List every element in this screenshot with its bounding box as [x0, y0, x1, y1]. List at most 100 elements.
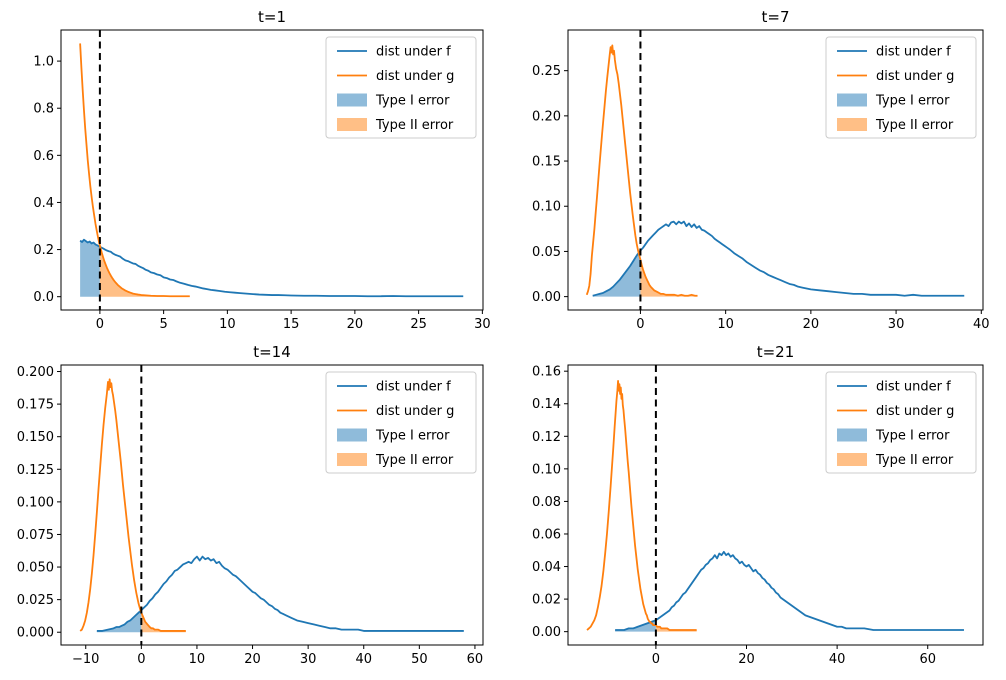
subplot-t1: 0 5 10 15 20 25 30 0.0 0.2 0.4 0.6 0.8 1.0 t=1 dist un… [0, 0, 503, 340]
x-axis: 0 20 40 60 [652, 645, 936, 667]
x-tick-label: 0 [652, 652, 660, 667]
type-i-error-fill [615, 620, 656, 632]
x-tick-label: 40 [355, 652, 372, 667]
y-tick-label: 0.25 [532, 64, 561, 79]
chart-t7-svg: 0 10 20 30 40 0.00 0.05 0.10 0.15 0.20 0.25 t=7 dist… [532, 8, 990, 332]
legend-box [325, 371, 477, 474]
legend-label: dist under f [876, 380, 951, 395]
x-tick-label: 20 [803, 317, 820, 332]
y-tick-label: 0.15 [532, 155, 561, 170]
legend-patch-sample [337, 428, 367, 442]
x-tick-label: 50 [411, 652, 428, 667]
legend-patch-sample [837, 118, 867, 131]
legend-patch-sample [337, 453, 367, 466]
x-tick-label: 20 [244, 652, 261, 667]
y-tick-label: 0.0 [33, 290, 54, 305]
x-tick-label: 40 [973, 317, 990, 332]
plot-area [586, 365, 964, 645]
legend-label: Type II error [375, 118, 454, 133]
x-tick-label: 0 [96, 317, 104, 332]
legend-box [825, 371, 977, 474]
dist-under-g-line [586, 380, 697, 631]
y-tick-label: 0.12 [532, 430, 561, 445]
legend-label: dist under g [376, 404, 454, 419]
dist-under-f-line [79, 238, 464, 298]
axes-spines [60, 364, 484, 646]
legend-patch-sample [337, 118, 367, 131]
legend-patch-sample [837, 428, 867, 442]
x-tick-label: 5 [159, 317, 167, 332]
legend-label: dist under f [376, 380, 451, 395]
type-ii-error-fill [640, 259, 698, 297]
y-tick-label: 0.10 [532, 462, 561, 477]
x-axis: 0 5 10 15 20 25 30 [96, 310, 491, 332]
y-tick-label: 0.025 [17, 593, 54, 608]
subplot-t14: −10 0 10 20 30 40 50 60 0.000 0.025 0.050 0.075 0.10… [0, 340, 503, 680]
x-tick-label: 15 [283, 317, 300, 332]
y-axis: 0.000 0.025 0.050 0.075 0.100 0.125 0.150 0.175… [17, 365, 61, 641]
legend-box [325, 36, 477, 139]
y-tick-label: 0.050 [17, 561, 54, 576]
legend-patch-sample [837, 93, 867, 107]
legend-label: Type I error [375, 94, 450, 109]
plot-area [79, 365, 464, 645]
x-tick-label: 10 [717, 317, 734, 332]
legend-label: Type I error [875, 94, 950, 109]
subplot-title: t=1 [258, 8, 286, 26]
x-tick-label: 30 [474, 317, 491, 332]
legend: dist under f dist under g Type I error Type… [825, 371, 977, 474]
x-tick-label: 30 [888, 317, 905, 332]
x-tick-label: 0 [636, 317, 644, 332]
legend-label: Type II error [375, 453, 454, 468]
axes-spines [567, 29, 984, 311]
legend-label: Type I error [375, 429, 450, 444]
subplot-t21: 0 20 40 60 0.00 0.02 0.04 0.06 0.08 0.10 0.12 0.14 0… [503, 340, 1006, 680]
x-tick-label: 30 [300, 652, 317, 667]
legend-patch-sample [337, 93, 367, 107]
y-tick-label: 1.0 [33, 55, 54, 70]
legend-box [825, 36, 977, 139]
type-ii-error-fill [655, 625, 697, 632]
legend: dist under f dist under g Type I error Type… [325, 371, 477, 474]
x-tick-label: 60 [919, 652, 936, 667]
y-tick-label: 0.06 [532, 527, 561, 542]
legend: dist under f dist under g Type I error Type… [325, 36, 477, 139]
legend-label: Type II error [875, 453, 954, 468]
y-tick-label: 0.125 [17, 463, 54, 478]
dist-under-g-line [79, 43, 190, 298]
y-tick-label: 0.175 [17, 398, 54, 413]
x-tick-label: 60 [467, 652, 484, 667]
legend-label: Type II error [875, 118, 954, 133]
type-i-error-fill [80, 239, 100, 297]
dist-under-f-line [615, 550, 964, 631]
plot-area [585, 30, 965, 310]
y-tick-label: 0.16 [532, 365, 561, 380]
y-tick-label: 0.10 [532, 200, 561, 215]
y-tick-label: 0.2 [33, 243, 54, 258]
x-tick-label: 25 [410, 317, 427, 332]
x-tick-label: 40 [829, 652, 846, 667]
y-tick-label: 0.04 [532, 560, 561, 575]
dist-under-f-line [96, 555, 464, 632]
legend-label: Type I error [875, 429, 950, 444]
type-i-error-fill [96, 610, 142, 633]
type-ii-error-fill [141, 612, 186, 633]
chart-t1-svg: 0 5 10 15 20 25 30 0.0 0.2 0.4 0.6 0.8 1.0 t=1 dist un… [33, 8, 491, 332]
dist-under-g-line [79, 378, 186, 632]
y-tick-label: 0.8 [33, 102, 54, 117]
y-tick-label: 0.02 [532, 593, 561, 608]
y-axis: 0.00 0.02 0.04 0.06 0.08 0.10 0.12 0.14 0.16 [532, 365, 568, 640]
subplot-title: t=21 [757, 343, 795, 361]
y-tick-label: 0.05 [532, 245, 561, 260]
legend-label: dist under g [876, 404, 954, 419]
subplot-title: t=14 [253, 343, 291, 361]
y-tick-label: 0.075 [17, 528, 54, 543]
y-tick-label: 0.150 [17, 430, 54, 445]
x-tick-label: −10 [72, 652, 99, 667]
type-i-error-fill [592, 250, 641, 297]
dist-under-g-line [585, 44, 698, 297]
legend-label: dist under f [376, 45, 451, 60]
legend-label: dist under f [876, 45, 951, 60]
x-axis: −10 0 10 20 30 40 50 60 [72, 645, 483, 667]
